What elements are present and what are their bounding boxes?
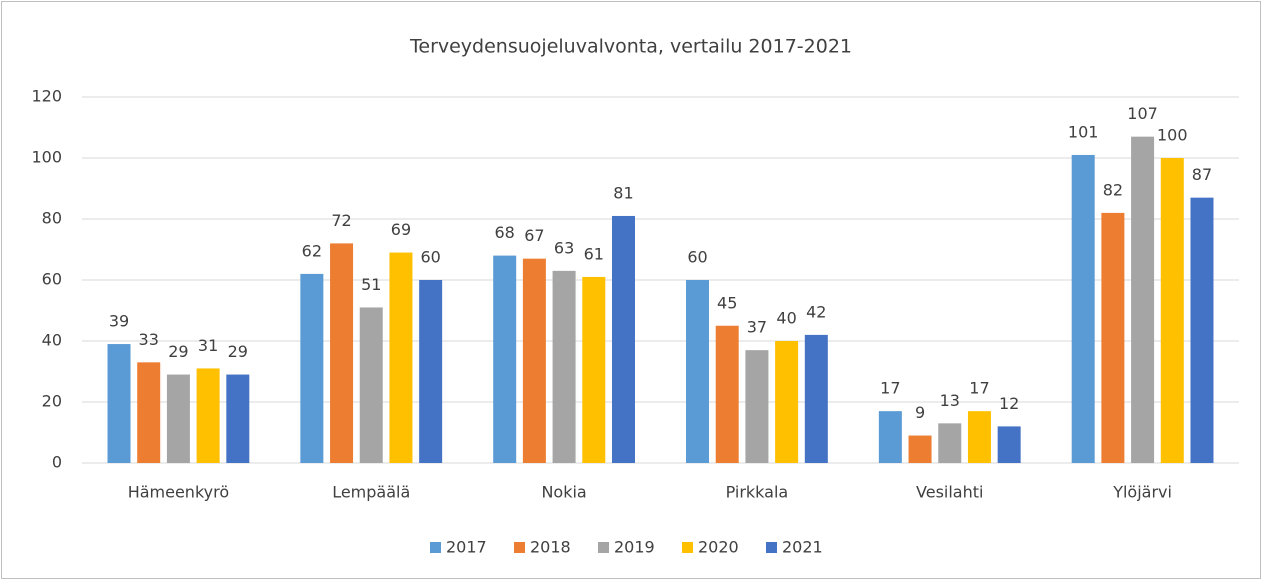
x-tick-label: Lempäälä [332, 483, 410, 502]
bar [1071, 154, 1095, 463]
legend-swatch [598, 542, 609, 553]
x-tick-label: Pirkkala [726, 483, 789, 502]
legend-swatch [682, 542, 693, 553]
data-label: 82 [1103, 180, 1123, 199]
data-label: 45 [717, 293, 737, 312]
legend-label: 2017 [446, 538, 487, 557]
x-tick-label: Ylöjärvi [1112, 483, 1172, 502]
data-label: 42 [806, 302, 826, 321]
y-tick-label: 60 [42, 270, 62, 289]
bar [137, 362, 161, 463]
data-label: 9 [915, 403, 925, 422]
legend-swatch [766, 542, 777, 553]
chart-title: Terveydensuojeluvalvonta, vertailu 2017-… [409, 36, 852, 58]
bar [300, 273, 324, 463]
bar [196, 368, 220, 463]
data-label: 33 [139, 330, 159, 349]
legend-label: 2020 [698, 538, 739, 557]
legend-swatch [514, 542, 525, 553]
bar [967, 411, 991, 463]
y-tick-label: 120 [31, 87, 62, 106]
x-tick-label: Hämeenkyrö [128, 483, 229, 502]
legend-swatch [430, 542, 441, 553]
bar [611, 215, 635, 463]
y-tick-label: 20 [42, 392, 62, 411]
data-label: 17 [880, 379, 900, 398]
bar [715, 325, 739, 463]
data-label: 63 [554, 238, 574, 257]
bar [997, 426, 1021, 463]
bar [745, 350, 769, 463]
data-label: 39 [109, 312, 129, 331]
data-label: 62 [302, 241, 322, 260]
bar [1160, 158, 1184, 463]
data-label: 29 [168, 342, 188, 361]
y-tick-label: 100 [31, 148, 62, 167]
data-label: 100 [1157, 126, 1188, 145]
data-label: 67 [524, 226, 544, 245]
bar [1101, 212, 1125, 463]
bar [493, 255, 517, 463]
data-label: 13 [940, 391, 960, 410]
data-label: 51 [361, 275, 381, 294]
bar [775, 341, 799, 463]
data-label: 60 [687, 248, 707, 267]
data-label: 68 [495, 223, 515, 242]
data-label: 81 [613, 183, 633, 202]
legend-label: 2018 [530, 538, 571, 557]
bar [166, 374, 190, 463]
bar [878, 411, 902, 463]
legend-label: 2021 [782, 538, 823, 557]
data-label: 87 [1192, 165, 1212, 184]
y-tick-label: 0 [52, 453, 62, 472]
bar [582, 276, 606, 463]
bar [686, 280, 710, 463]
bar [419, 280, 443, 463]
bar [107, 344, 131, 463]
x-tick-label: Nokia [541, 483, 586, 502]
bar [226, 374, 250, 463]
data-label: 12 [999, 394, 1019, 413]
data-label: 69 [391, 220, 411, 239]
x-tick-label: Vesilahti [916, 483, 983, 502]
y-tick-label: 40 [42, 331, 62, 350]
bar [330, 243, 354, 463]
bar [522, 258, 546, 463]
data-label: 37 [747, 318, 767, 337]
bar [359, 307, 383, 463]
data-label: 72 [331, 211, 351, 230]
data-label: 61 [584, 244, 604, 263]
bar [1131, 136, 1155, 463]
y-tick-label: 80 [42, 209, 62, 228]
data-label: 40 [776, 309, 796, 328]
data-label: 29 [228, 342, 248, 361]
data-label: 107 [1127, 104, 1158, 123]
legend-label: 2019 [614, 538, 655, 557]
data-label: 17 [969, 379, 989, 398]
data-label: 60 [420, 248, 440, 267]
bar [938, 423, 962, 463]
bar [804, 334, 828, 463]
bar [908, 435, 932, 463]
bar [552, 270, 576, 463]
bar [389, 252, 413, 463]
data-label: 101 [1068, 122, 1099, 141]
bar [1190, 197, 1214, 463]
data-label: 31 [198, 336, 218, 355]
